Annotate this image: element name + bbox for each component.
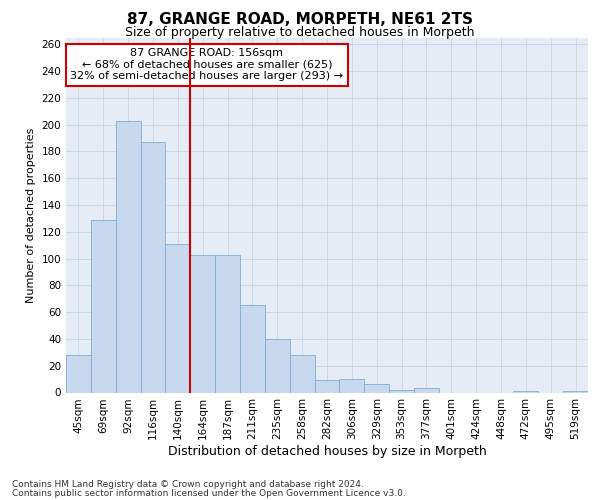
Y-axis label: Number of detached properties: Number of detached properties bbox=[26, 128, 36, 302]
Bar bbox=[563, 391, 588, 392]
Bar bbox=[514, 391, 538, 392]
Bar bbox=[314, 380, 340, 392]
Bar bbox=[116, 120, 140, 392]
Bar bbox=[166, 244, 190, 392]
Bar bbox=[414, 388, 439, 392]
Bar bbox=[190, 254, 215, 392]
Bar bbox=[91, 220, 116, 392]
Text: 87 GRANGE ROAD: 156sqm
← 68% of detached houses are smaller (625)
32% of semi-de: 87 GRANGE ROAD: 156sqm ← 68% of detached… bbox=[70, 48, 343, 82]
Text: Size of property relative to detached houses in Morpeth: Size of property relative to detached ho… bbox=[125, 26, 475, 39]
Bar bbox=[340, 379, 364, 392]
Text: Contains public sector information licensed under the Open Government Licence v3: Contains public sector information licen… bbox=[12, 489, 406, 498]
Bar bbox=[290, 355, 314, 393]
X-axis label: Distribution of detached houses by size in Morpeth: Distribution of detached houses by size … bbox=[167, 445, 487, 458]
Bar bbox=[389, 390, 414, 392]
Bar bbox=[265, 339, 290, 392]
Bar bbox=[140, 142, 166, 393]
Text: Contains HM Land Registry data © Crown copyright and database right 2024.: Contains HM Land Registry data © Crown c… bbox=[12, 480, 364, 489]
Bar bbox=[240, 306, 265, 392]
Bar bbox=[66, 355, 91, 393]
Bar bbox=[364, 384, 389, 392]
Text: 87, GRANGE ROAD, MORPETH, NE61 2TS: 87, GRANGE ROAD, MORPETH, NE61 2TS bbox=[127, 12, 473, 26]
Bar bbox=[215, 254, 240, 392]
